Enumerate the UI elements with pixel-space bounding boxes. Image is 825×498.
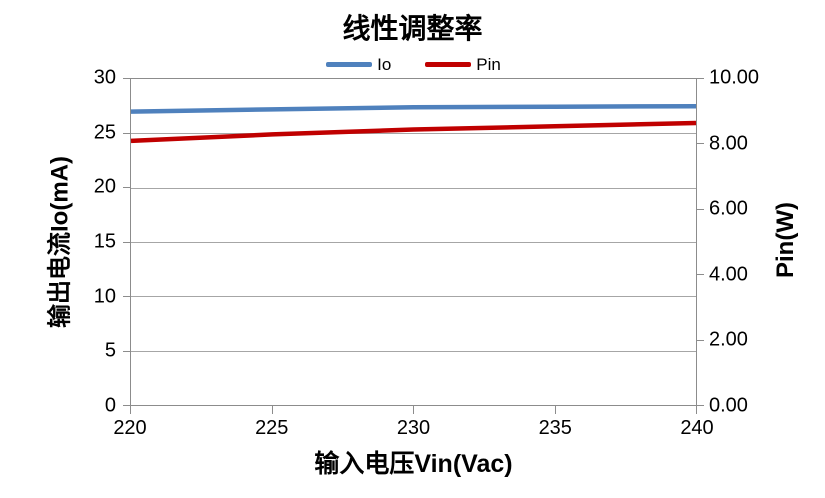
left-tick-label: 20 <box>93 175 116 198</box>
right-tick-10 <box>697 78 704 79</box>
pin-line-swatch <box>425 61 472 67</box>
right-tick-label: 0.00 <box>709 394 748 417</box>
x-tick-235 <box>554 406 556 414</box>
left-tick-label: 0 <box>104 394 116 417</box>
right-tick-label: 2.00 <box>709 328 748 351</box>
right-tick-2 <box>697 339 704 341</box>
legend-item-pin: Pin <box>425 56 501 73</box>
left-tick-10 <box>123 296 130 297</box>
chart-title: 线性调整率 <box>342 12 483 45</box>
left-tick-25 <box>123 133 130 134</box>
right-tick-label: 4.00 <box>709 263 748 286</box>
right-axis-tick-labels: 10.00 8.00 6.00 4.00 2.00 0.00 <box>709 67 819 417</box>
left-tick-label: 25 <box>93 121 116 144</box>
left-tick-label: 15 <box>93 230 116 253</box>
x-tick-label: 240 <box>680 417 714 439</box>
series-lines <box>130 103 697 144</box>
gridline-10 <box>131 296 696 298</box>
gridline-15 <box>131 242 696 243</box>
x-tick-label: 230 <box>396 417 431 439</box>
right-y-axis-title: Pin(W) <box>772 202 799 278</box>
left-tick-30 <box>123 78 130 79</box>
x-axis-title: 输入电压Vin(Vac) <box>314 450 513 478</box>
legend: Io Pin <box>130 53 697 75</box>
right-tick-label: 8.00 <box>709 132 748 155</box>
legend-label-io: Io <box>377 54 392 74</box>
left-tick-5 <box>123 351 130 352</box>
series-line-io <box>130 103 697 114</box>
legend-label-pin: Pin <box>476 54 501 74</box>
x-tick-label: 235 <box>538 417 572 439</box>
gridline-20 <box>131 187 696 189</box>
x-tick-225 <box>271 406 273 414</box>
left-tick-label: 10 <box>93 285 116 308</box>
x-axis-tick-labels: 220 225 230 235 240 <box>113 417 713 439</box>
right-tick-0 <box>697 405 704 406</box>
legend-item-io: Io <box>326 56 391 73</box>
left-tick-label: 30 <box>93 66 116 89</box>
right-tick-label: 6.00 <box>709 197 748 220</box>
x-tick-label: 220 <box>113 417 147 439</box>
gridline-25 <box>131 133 696 135</box>
gridline-5 <box>131 350 696 352</box>
left-y-axis-title: 输出电流Io(mA) <box>46 156 74 328</box>
series-line-pin <box>130 120 697 144</box>
x-tick-220 <box>130 406 131 414</box>
left-tick-0 <box>123 405 130 406</box>
left-tick-20 <box>123 187 130 188</box>
right-tick-8 <box>697 143 704 145</box>
left-tick-label: 5 <box>104 339 116 362</box>
x-tick-label: 225 <box>255 417 289 439</box>
left-tick-15 <box>123 242 130 243</box>
plot-area <box>130 78 697 406</box>
x-tick-240 <box>696 406 697 414</box>
right-tick-label: 10.00 <box>709 66 760 89</box>
io-line-swatch <box>326 61 373 67</box>
right-tick-4 <box>697 274 704 276</box>
right-tick-6 <box>697 208 704 210</box>
left-axis-tick-labels: 30 25 20 15 10 5 0 <box>0 67 122 417</box>
x-tick-230 <box>413 406 414 414</box>
